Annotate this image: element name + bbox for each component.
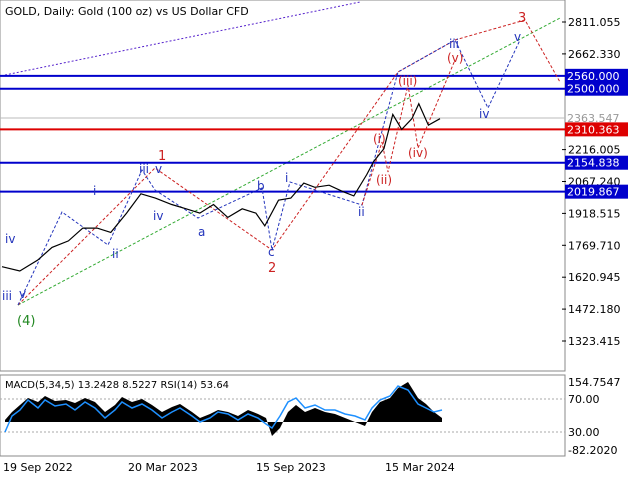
price-levels — [0, 74, 565, 193]
wave-labels: (4) 1 2 3 i ii iii iv v iv iii v a b c i… — [2, 11, 526, 329]
level-label-0: 2560.000 — [567, 70, 620, 83]
main-panel — [0, 0, 566, 372]
wave-path-abc — [154, 187, 273, 251]
indicator-tick-1: 154.7547 — [568, 376, 621, 389]
wave-label-paren-ii: (ii) — [376, 173, 392, 187]
price-tick-label-10: 1323.415 — [568, 335, 621, 348]
wave-label-i-left: i — [93, 184, 96, 198]
wave-label-iii-start: iii — [2, 289, 12, 303]
indicator-tick-3: 30.00 — [568, 426, 600, 439]
level-tag-3 — [565, 122, 628, 137]
price-tick-label-4: 2216.005 — [568, 144, 621, 157]
wave-paths — [17, 19, 561, 306]
wave-label-iii-left: iii — [139, 162, 149, 176]
level-label-5: 2019.867 — [567, 186, 620, 199]
level-tag-0 — [565, 68, 628, 83]
wave-label-ii-left: ii — [112, 247, 119, 261]
price-tick-label-8: 1620.945 — [568, 271, 621, 284]
wave-label-c: c — [268, 245, 275, 259]
indicator-label: MACD(5,34,5) 13.2428 8.5227 RSI(14) 53.6… — [5, 380, 229, 391]
wave-label-paren-iv: (iv) — [408, 146, 428, 160]
level-label-2: 2363.547 — [567, 112, 620, 125]
wave-label-v-left: v — [155, 162, 162, 176]
wave-label-iv-start: iv — [5, 232, 15, 246]
wave-label-iv-left: iv — [153, 209, 163, 223]
wave-label-iii-right: iii — [449, 37, 459, 51]
level-tag-5 — [565, 184, 628, 199]
wave-label-paren-i: (i) — [373, 132, 386, 146]
price-tick-label-0: 2811.055 — [568, 16, 621, 29]
wave-path-wave3-minor — [361, 59, 456, 206]
time-label-3: 15 Sep 2023 — [256, 461, 326, 474]
price-axis-ticks: 2811.0552662.3302216.0052067.2401918.515… — [562, 16, 621, 348]
wave-label-v-right: v — [514, 30, 521, 44]
wave-label-i-mid: i — [285, 171, 288, 185]
wave-label-4: (4) — [17, 314, 35, 329]
wave-path-wave3-sub — [271, 39, 521, 251]
time-label-2: 20 Mar 2023 — [128, 461, 198, 474]
price-tick-label-1: 2662.330 — [568, 48, 621, 61]
level-label-4: 2154.838 — [567, 157, 620, 170]
indicator-tick-4: -82.2020 — [568, 444, 617, 457]
wave-label-2: 2 — [268, 261, 276, 276]
channel-upper — [4, 1, 361, 76]
level-tag-4 — [565, 155, 628, 170]
wave-path-main — [17, 19, 561, 306]
wave-label-paren-v: (v) — [447, 51, 463, 65]
channel-lower — [17, 17, 561, 306]
price-tick-label-7: 1769.710 — [568, 239, 621, 252]
chart-title: GOLD, Daily: Gold (100 oz) vs US Dollar … — [5, 5, 249, 18]
indicator-tick-2: 70.00 — [568, 393, 600, 406]
price-tick-label-9: 1472.180 — [568, 303, 621, 316]
level-label-3: 2310.363 — [567, 123, 620, 136]
level-label-1: 2500.000 — [567, 83, 620, 96]
wave-label-b: b — [257, 179, 265, 193]
level-tag-1 — [565, 81, 628, 96]
rsi-line — [4, 385, 443, 433]
wave-label-v-start: v — [19, 287, 26, 301]
price-series-line — [1, 102, 441, 272]
wave-label-3: 3 — [518, 11, 526, 26]
wave-label-a: a — [198, 225, 205, 239]
time-label-4: 15 Mar 2024 — [385, 461, 455, 474]
time-label-1: 19 Sep 2022 — [3, 461, 73, 474]
wave-label-paren-iii: (iii) — [398, 74, 417, 88]
wave-label-iv-right: iv — [479, 107, 489, 121]
wave-label-1: 1 — [158, 149, 166, 164]
macd-histogram — [5, 382, 442, 436]
price-tick-label-6: 1918.515 — [568, 207, 621, 220]
wave-label-ii-mid: ii — [358, 205, 365, 219]
